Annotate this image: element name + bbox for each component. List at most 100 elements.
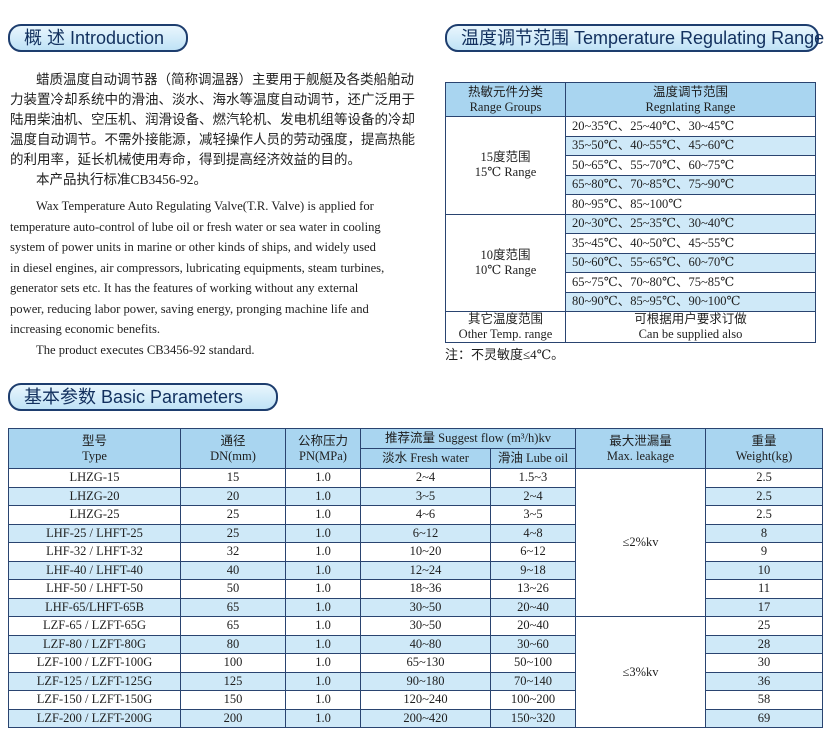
data-cell: 2.5 <box>705 486 823 506</box>
header-cell: 公称压力 PN(MPa) <box>285 428 361 469</box>
header-cell: 热敏元件分类 Range Groups <box>445 82 566 117</box>
data-cell: 28 <box>705 634 823 654</box>
range-row: 35~50℃、40~55℃、45~60℃ <box>446 135 816 156</box>
other-row: 其它温度范围 Other Temp. range 可根据用户要求订做 Can be s… <box>445 311 816 343</box>
data-row: LZF-125 / LZFT-125G 125 1.0 90~180 70~140 36 <box>8 671 823 691</box>
cell-line: Type <box>82 448 107 463</box>
data-cell: 3~5 <box>490 505 576 525</box>
data-cell: 1.0 <box>285 486 361 506</box>
header-cell: 重量 Weight(kg) <box>705 428 823 469</box>
range-cell: 50~60℃、55~65℃、60~70℃ <box>565 252 816 273</box>
data-cell: 9~18 <box>490 560 576 580</box>
range-row: 10度范围 10℃ Range 20~30℃、25~35℃、30~40℃ <box>445 213 816 312</box>
data-cell: 1.0 <box>285 505 361 525</box>
data-cell: 2~4 <box>490 486 576 506</box>
data-cell: 36 <box>705 671 823 691</box>
leakage-cell: ≤3%kv <box>575 616 706 728</box>
data-cell: 69 <box>705 708 823 728</box>
cell-line: 温度调节范围 <box>652 84 728 99</box>
data-cell: 90~180 <box>360 671 491 691</box>
range-cell: 65~80℃、70~85℃、75~90℃ <box>565 174 816 195</box>
range-row: 65~80℃、70~85℃、75~90℃ <box>446 174 816 195</box>
data-cell: LHF-32 / LHFT-32 <box>8 542 181 562</box>
range-cell: 35~45℃、40~50℃、45~55℃ <box>565 233 816 254</box>
range-cell: 35~50℃、40~55℃、45~60℃ <box>565 135 816 156</box>
data-row: LHF-32 / LHFT-32 32 1.0 10~20 6~12 9 <box>8 542 823 562</box>
parameter-table: 型号 Type 通径 DN(mm) 公称压力 PN(MPa) 推荐流量 Suggest fl… <box>8 428 823 728</box>
data-cell: 25 <box>180 523 286 543</box>
range-row: 35~45℃、40~50℃、45~55℃ <box>446 233 816 254</box>
range-cell: 50~65℃、55~70℃、60~75℃ <box>565 155 816 176</box>
text-line: temperature auto-control of lube oil or … <box>10 219 381 234</box>
data-cell: 1.0 <box>285 542 361 562</box>
data-cell: 1.5~3 <box>490 468 576 488</box>
data-cell: 150 <box>180 690 286 710</box>
data-cell: 65~130 <box>360 653 491 673</box>
data-cell: 4~6 <box>360 505 491 525</box>
range-row: 50~60℃、55~65℃、60~70℃ <box>446 252 816 273</box>
text-line: 力装置冷却系统中的滑油、淡水、海水等温度自动调节，还广泛用于 <box>10 92 415 107</box>
data-cell: 80 <box>180 634 286 654</box>
data-cell: 40 <box>180 560 286 580</box>
range-row: 50~65℃、55~70℃、60~75℃ <box>446 155 816 176</box>
data-cell: 58 <box>705 690 823 710</box>
cell-line: Other Temp. range <box>458 327 553 341</box>
text-line: 蜡质温度自动调节器（简称调温器）主要用于舰艇及各类船舶动 <box>36 72 414 87</box>
cell-line: Regnlating Range <box>645 99 736 114</box>
section-header: 概 述 Introduction <box>8 24 188 52</box>
leakage-cell: ≤2%kv <box>575 468 706 617</box>
data-cell: 1.0 <box>285 560 361 580</box>
text-line: system of power units in marine or other… <box>10 240 376 254</box>
data-cell: 100 <box>180 653 286 673</box>
cell-line: 15度范围 <box>480 150 531 165</box>
data-cell: 6~12 <box>360 523 491 543</box>
text-line: 本产品执行标准CB3456-92。 <box>36 172 208 187</box>
data-cell: 65 <box>180 597 286 617</box>
cell-line: 10℃ Range <box>474 262 537 277</box>
range-row: 65~75℃、70~80℃、75~85℃ <box>446 272 816 293</box>
data-cell: 12~24 <box>360 560 491 580</box>
data-cell: 30~60 <box>490 634 576 654</box>
data-cell: 17 <box>705 597 823 617</box>
intro-en: Wax Temperature Auto Regulating Valve(T.… <box>10 196 430 360</box>
range-row: 15度范围 15℃ Range 20~35℃、25~40℃、30~45℃ <box>445 116 816 215</box>
data-cell: 1.0 <box>285 597 361 617</box>
data-cell: LHZG-25 <box>8 505 181 525</box>
data-row: LHF-50 / LHFT-50 50 1.0 18~36 13~26 11 <box>8 579 823 599</box>
header-cell: 温度调节范围 Regnlating Range <box>565 82 816 117</box>
cell-line: 其它温度范围 <box>467 312 543 326</box>
data-cell: 1.0 <box>285 690 361 710</box>
range-cell: 20~35℃、25~40℃、30~45℃ <box>565 116 816 137</box>
data-row: LZF-200 / LZFT-200G 200 1.0 200~420 150~320 6… <box>8 708 823 728</box>
section-header: 温度调节范围 Temperature Regulating Range <box>445 24 824 52</box>
text-line: The product executes CB3456-92 standard. <box>36 342 255 357</box>
data-cell: LHF-50 / LHFT-50 <box>8 579 181 599</box>
data-cell: LZF-65 / LZFT-65G <box>8 616 181 636</box>
data-cell: 10~20 <box>360 542 491 562</box>
data-cell: 1.0 <box>285 671 361 691</box>
data-cell: 1.0 <box>285 653 361 673</box>
data-cell: 2~4 <box>360 468 491 488</box>
data-row: LHZG-20 20 1.0 3~5 2~4 2.5 <box>8 486 823 506</box>
text-line: Wax Temperature Auto Regulating Valve(T.… <box>36 199 374 213</box>
data-cell: 125 <box>180 671 286 691</box>
data-cell: 150~320 <box>490 708 576 728</box>
cell-line: Max. leakage <box>606 448 675 463</box>
data-cell: 1.0 <box>285 616 361 636</box>
text-line: 陆用柴油机、空压机、润滑设备、燃汽轮机、发电机组等设备的冷却 <box>10 112 415 127</box>
data-cell: 20~40 <box>490 597 576 617</box>
data-cell: LZF-100 / LZFT-100G <box>8 653 181 673</box>
range-cell: 80~95℃、85~100℃ <box>565 194 816 215</box>
data-cell: LZF-200 / LZFT-200G <box>8 708 181 728</box>
data-cell: 8 <box>705 523 823 543</box>
header-row: 热敏元件分类 Range Groups 温度调节范围 Regnlating Range <box>445 82 816 117</box>
data-cell: 11 <box>705 579 823 599</box>
range-cell: 80~90℃、85~95℃、90~100℃ <box>565 291 816 312</box>
data-cell: 50 <box>180 579 286 599</box>
data-cell: 32 <box>180 542 286 562</box>
data-cell: 200~420 <box>360 708 491 728</box>
header-cell: 推荐流量 Suggest flow (m³/h)kv <box>360 428 576 449</box>
text-line: 的利用率，延长机械使用寿命，得到提高经济效益的目的。 <box>10 152 361 167</box>
data-cell: 30~50 <box>360 616 491 636</box>
data-cell: 6~12 <box>490 542 576 562</box>
